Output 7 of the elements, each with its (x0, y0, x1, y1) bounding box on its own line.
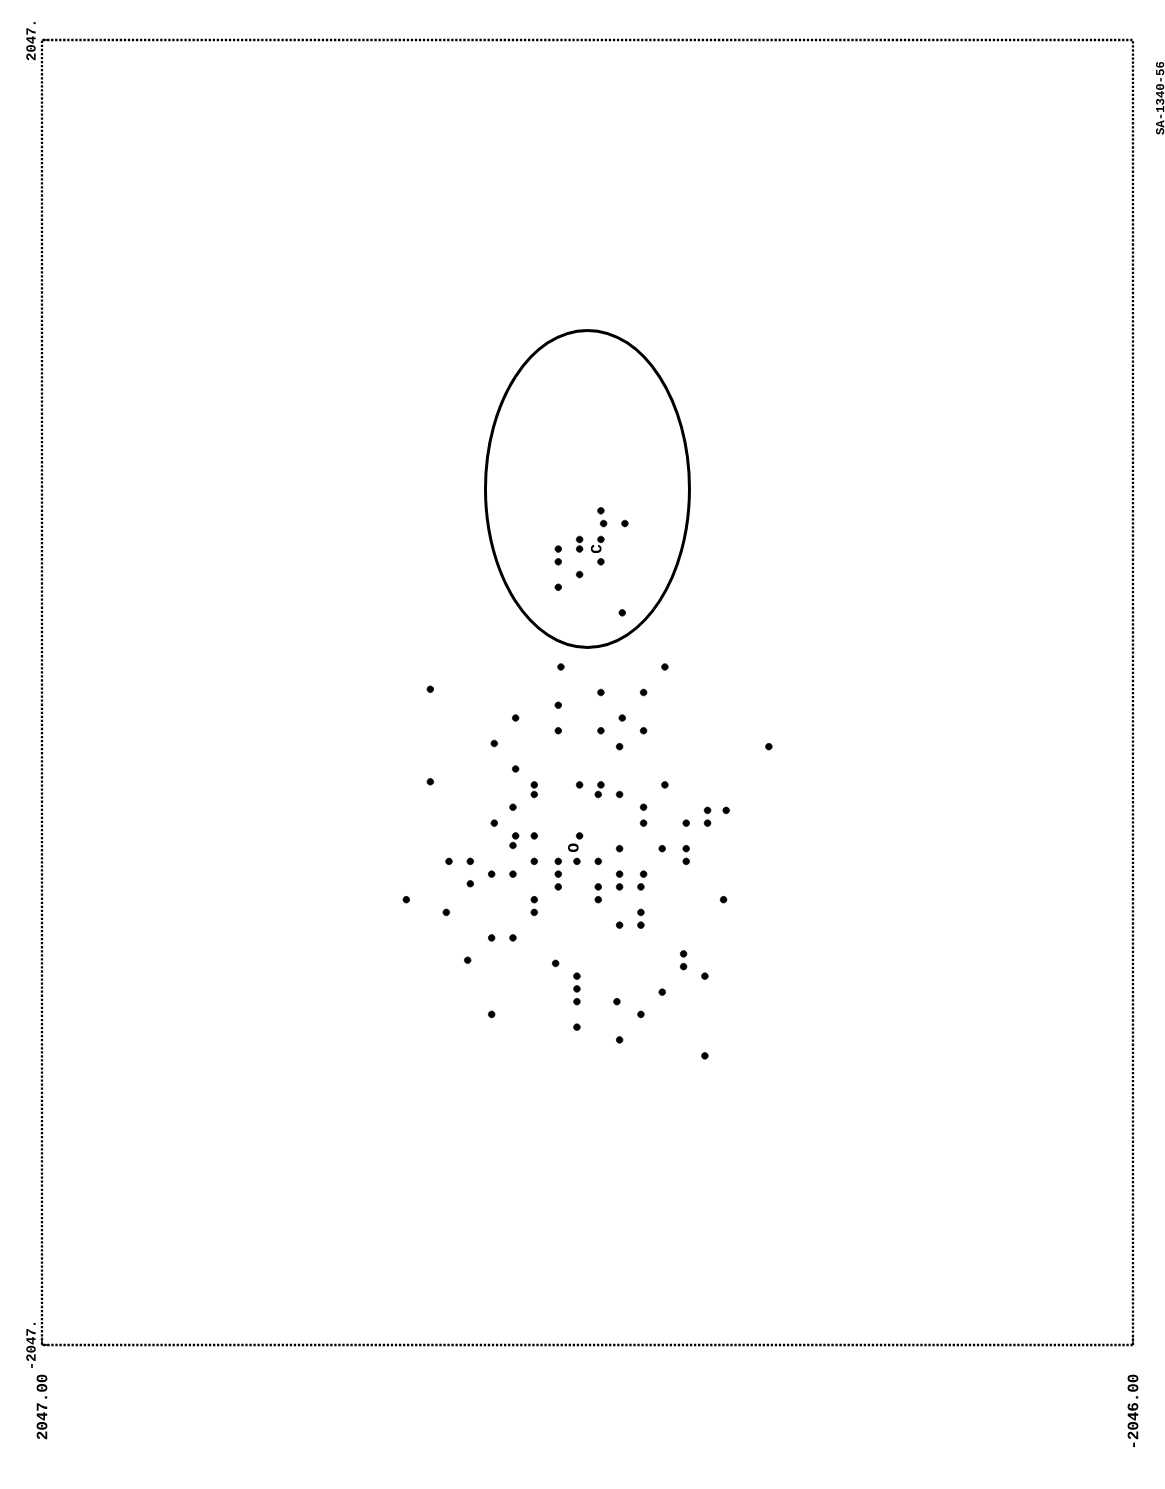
y-tick-label: -2047. (26, 1322, 36, 1369)
x-tick-label: -2046.00 (1127, 1374, 1139, 1448)
text: SA-1340-56 (1155, 61, 1165, 135)
annotation: O (567, 843, 579, 852)
annotation: C (590, 544, 602, 554)
x-tick-label: 2047.00 (36, 1374, 48, 1440)
y-tick-label: 2047. (26, 22, 36, 61)
